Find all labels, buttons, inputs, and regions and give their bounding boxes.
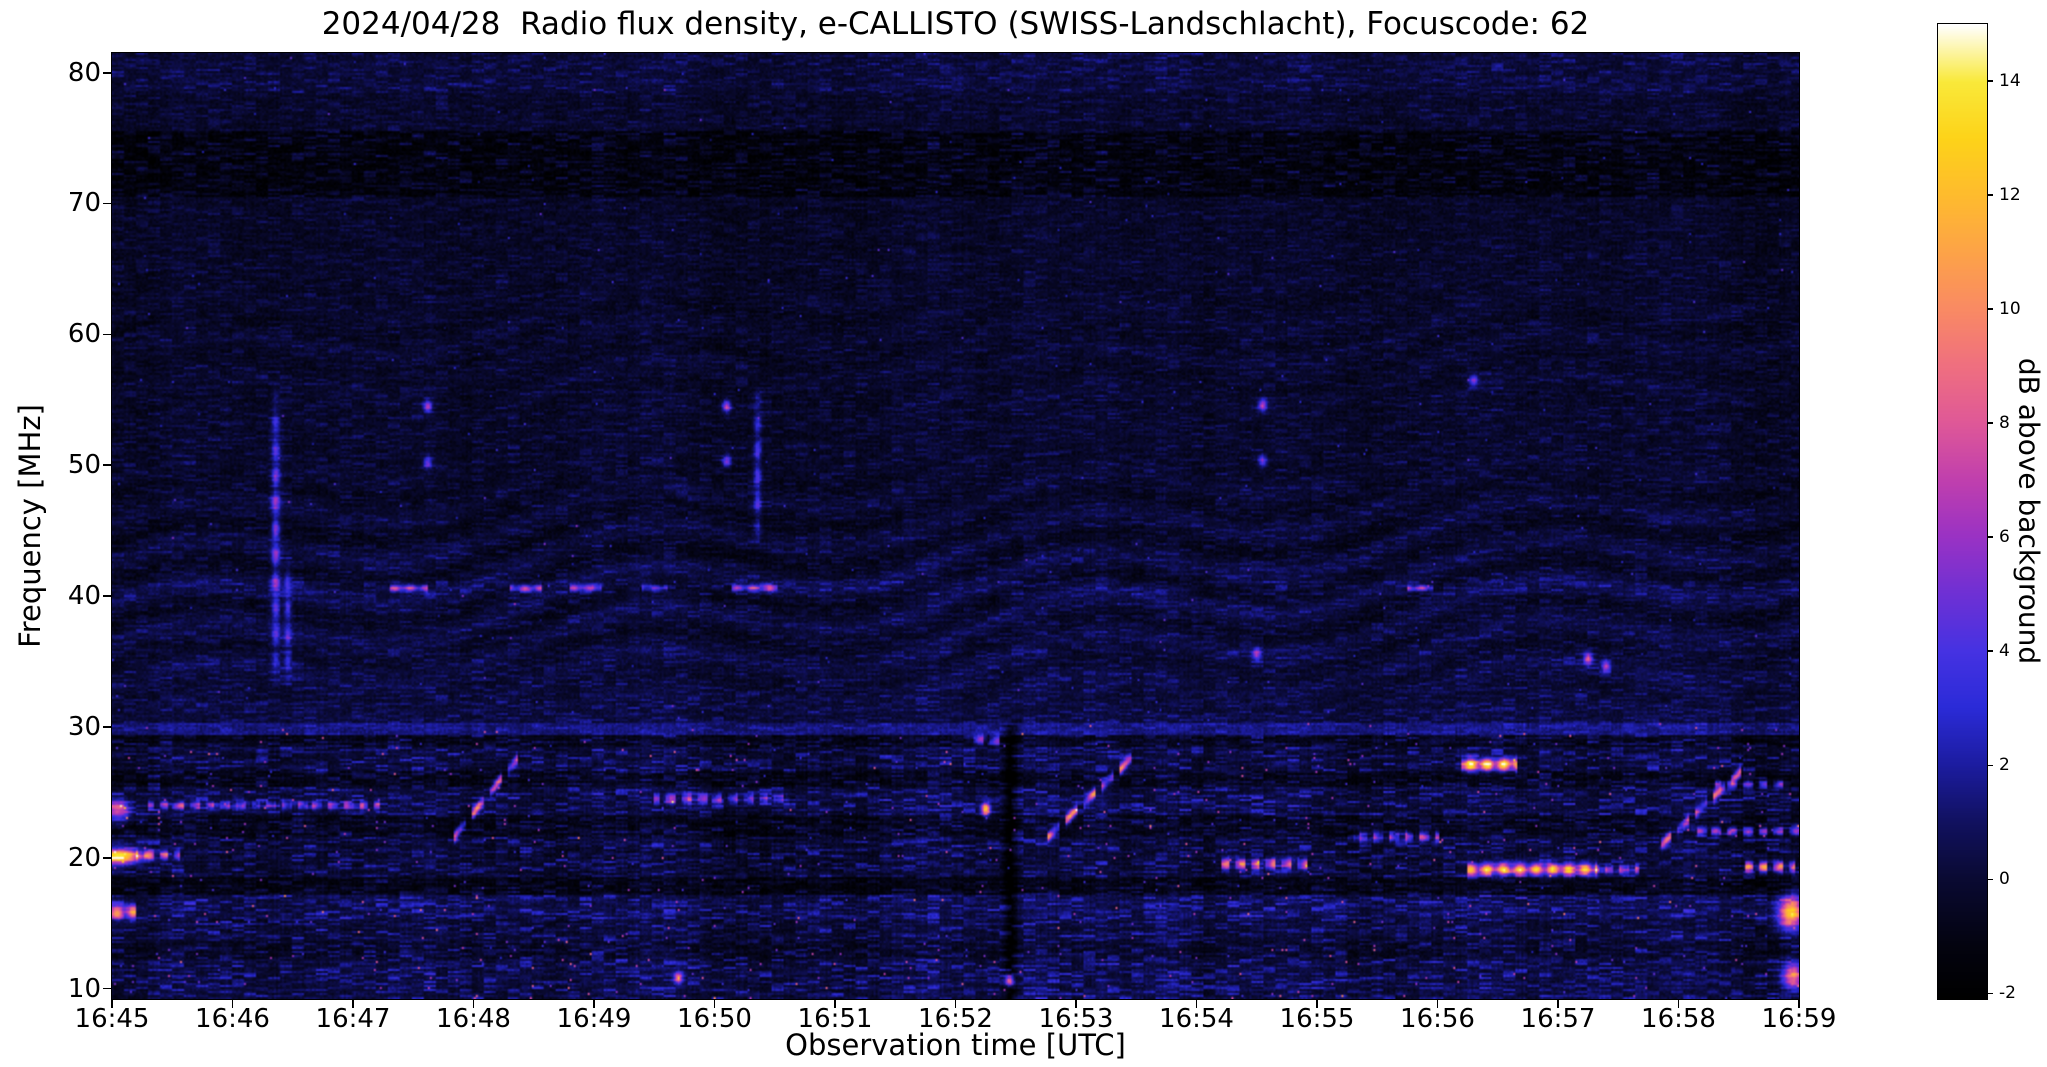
x-tickmark <box>1557 999 1559 1008</box>
x-tick-label: 16:55 <box>1279 1004 1355 1034</box>
colorbar-tick-label: 0 <box>1999 869 2010 890</box>
y-tick-label: 30 <box>67 711 101 742</box>
x-axis-label: Observation time [UTC] <box>785 1028 1126 1062</box>
x-tick-label: 16:53 <box>1038 1004 1114 1034</box>
y-tickmark <box>103 333 112 336</box>
colorbar-tick-label: 4 <box>1999 641 2010 662</box>
colorbar-tickmark <box>1987 764 1993 766</box>
y-tickmark <box>103 464 112 467</box>
x-tick-label: 16:49 <box>556 1004 632 1034</box>
y-tick-label: 70 <box>67 188 101 219</box>
y-tick-label: 50 <box>67 450 101 481</box>
colorbar-tick-label: -2 <box>1999 983 2016 1004</box>
x-tick-label: 16:58 <box>1641 1004 1716 1034</box>
y-tick-label: 40 <box>67 581 101 611</box>
colorbar-tickmark <box>1987 194 1993 196</box>
x-tickmark <box>1316 999 1318 1008</box>
colorbar-label: dB above background <box>2012 357 2046 665</box>
x-tick-label: 16:45 <box>74 1004 150 1034</box>
x-tickmark <box>352 999 354 1008</box>
y-tick-label: 20 <box>67 842 101 873</box>
x-tickmark <box>1195 999 1198 1008</box>
x-tickmark <box>1798 999 1800 1008</box>
y-tickmark <box>103 856 112 859</box>
y-tickmark <box>103 71 112 74</box>
x-tickmark <box>713 999 716 1008</box>
x-tickmark <box>834 999 836 1008</box>
x-tick-label: 16:59 <box>1761 1004 1837 1034</box>
x-tickmark <box>593 999 595 1008</box>
x-tickmark <box>1677 999 1680 1008</box>
colorbar-tickmark <box>1987 878 1993 880</box>
x-tick-label: 16:47 <box>315 1004 391 1034</box>
x-tick-label: 16:56 <box>1400 1004 1475 1034</box>
y-tickmark <box>103 595 112 597</box>
colorbar-canvas <box>1938 24 1987 999</box>
x-tickmark <box>954 999 957 1008</box>
x-tickmark <box>1075 999 1077 1008</box>
x-tickmark <box>472 999 475 1008</box>
x-tick-label: 16:51 <box>797 1004 873 1034</box>
x-tick-label: 16:52 <box>918 1004 993 1034</box>
x-tick-label: 16:57 <box>1520 1004 1596 1034</box>
colorbar-tick-label: 12 <box>1999 185 2021 206</box>
colorbar-tick-label: 10 <box>1999 299 2021 320</box>
colorbar-tick-label: 6 <box>1999 527 2010 548</box>
y-tickmark <box>103 202 112 205</box>
colorbar-tickmark <box>1987 992 1993 994</box>
y-tickmark <box>103 726 112 728</box>
x-tickmark <box>231 999 234 1008</box>
x-tickmark <box>111 999 113 1008</box>
spectrogram-canvas <box>112 53 1799 999</box>
colorbar-tickmark <box>1987 80 1993 82</box>
x-tick-label: 16:46 <box>195 1004 270 1034</box>
y-tick-label: 10 <box>67 973 101 1004</box>
colorbar-tickmark <box>1987 536 1993 538</box>
colorbar-tickmark <box>1987 422 1993 424</box>
x-tick-label: 16:48 <box>436 1004 511 1034</box>
y-tick-label: 60 <box>67 319 101 350</box>
x-tick-label: 16:54 <box>1159 1004 1234 1034</box>
x-tickmark <box>1436 999 1439 1008</box>
y-tickmark <box>103 987 112 990</box>
colorbar-tick-label: 2 <box>1999 755 2010 776</box>
colorbar-tickmark <box>1987 650 1993 652</box>
x-tick-label: 16:50 <box>677 1004 752 1034</box>
colorbar-tickmark <box>1987 308 1993 310</box>
chart-title: 2024/04/28 Radio flux density, e-CALLIST… <box>321 6 1590 42</box>
y-tick-label: 80 <box>67 57 101 88</box>
colorbar-tick-label: 8 <box>1999 413 2010 434</box>
y-axis-label: Frequency [MHz] <box>13 404 47 648</box>
colorbar-tick-label: 14 <box>1999 71 2021 92</box>
